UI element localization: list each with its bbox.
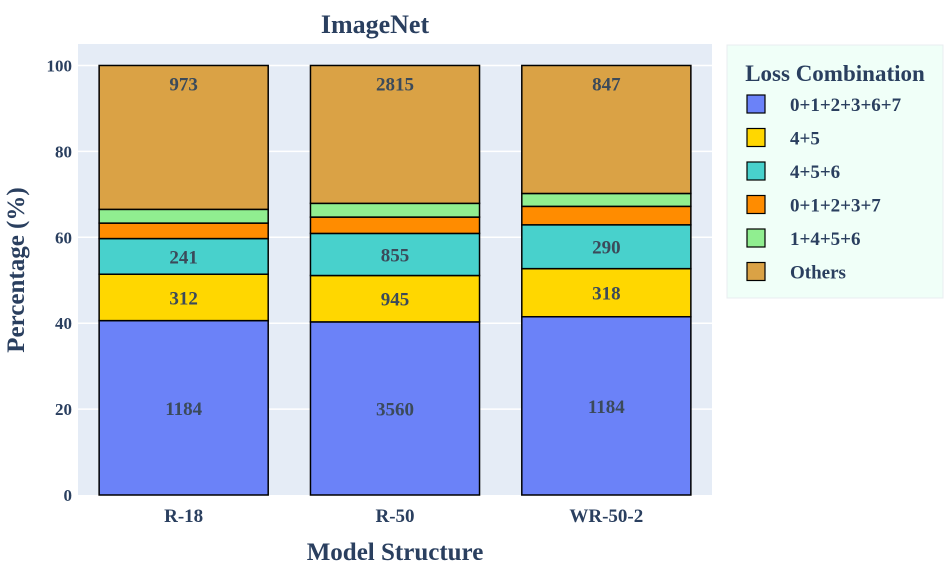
y-tick-label: 100 [47,56,73,75]
bar-data-label: 855 [381,245,410,266]
bar-segment [309,202,481,218]
legend-item-label: 1+4+5+6 [790,229,860,250]
chart-title: ImageNet [321,10,430,39]
x-tick-label: R-18 [164,506,203,527]
bar-segment [521,192,692,208]
legend-items: 0+1+2+3+6+7 4+5 4+5+6 0+1+2+3+7 1+4+5+6 Other… [746,94,902,284]
legend-swatch [746,94,766,114]
bar-segment [521,315,692,496]
bar-segment [98,319,269,496]
bar-data-label: 241 [169,247,198,268]
bar-data-label: 290 [592,238,621,259]
legend: Loss Combination 0+1+2+3+6+74+54+5+60+1+… [726,44,944,299]
bars [98,64,692,496]
bar-segment [521,267,692,318]
legend-item-label: 4+5 [790,129,820,150]
bar-segment [98,64,269,211]
x-tick-label: R-50 [375,506,414,527]
bar-data-label: 847 [592,74,621,95]
bar-segment [521,224,692,270]
y-tick-label: 80 [55,142,72,161]
bar-data-label: 312 [169,288,198,309]
bar-segment [98,237,269,275]
legend-item-label: 4+5+6 [790,162,840,183]
legend-title: Loss Combination [745,61,925,86]
bar-segment [521,64,692,195]
y-tick-labels: 0 20 40 60 80 100 [47,56,73,505]
bar-segment [98,222,269,240]
y-axis-label: Percentage (%) [3,187,30,352]
legend-swatch [746,127,766,148]
legend-item-label: Others [790,263,846,284]
bar-data-labels: 1184 312 241 973 3560 945 855 2815 1184 318 290 847 [165,74,625,420]
legend-item-label: 0+1+2+3+7 [790,196,881,217]
bar-data-label: 2815 [376,74,414,95]
bar-data-label: 1184 [165,399,202,420]
legend-swatch [746,228,766,248]
bar-segment [309,64,481,205]
bar-data-label: 3560 [376,399,414,420]
y-tick-label: 60 [55,228,72,247]
y-tick-label: 20 [55,400,72,419]
legend-item-label: 0+1+2+3+6+7 [790,95,902,116]
x-tick-label: WR-50-2 [569,506,643,527]
bar-segment [309,321,481,496]
y-tick-label: 40 [55,314,72,333]
bar-data-label: 318 [592,284,621,305]
legend-swatch [746,194,766,215]
y-tick-label: 0 [64,486,73,505]
legend-swatch [746,161,766,181]
bar-data-label: 945 [381,290,410,311]
bar-segment [521,205,692,226]
bar-data-label: 1184 [588,397,625,418]
bar-segment [98,208,269,224]
x-axis-label: Model Structure [307,539,484,566]
legend-swatch [746,261,766,282]
bar-segment [98,273,269,322]
x-tick-labels: R-18 R-50 WR-50-2 [164,506,643,527]
bar-segment [309,216,481,235]
bar-data-label: 973 [169,74,198,95]
